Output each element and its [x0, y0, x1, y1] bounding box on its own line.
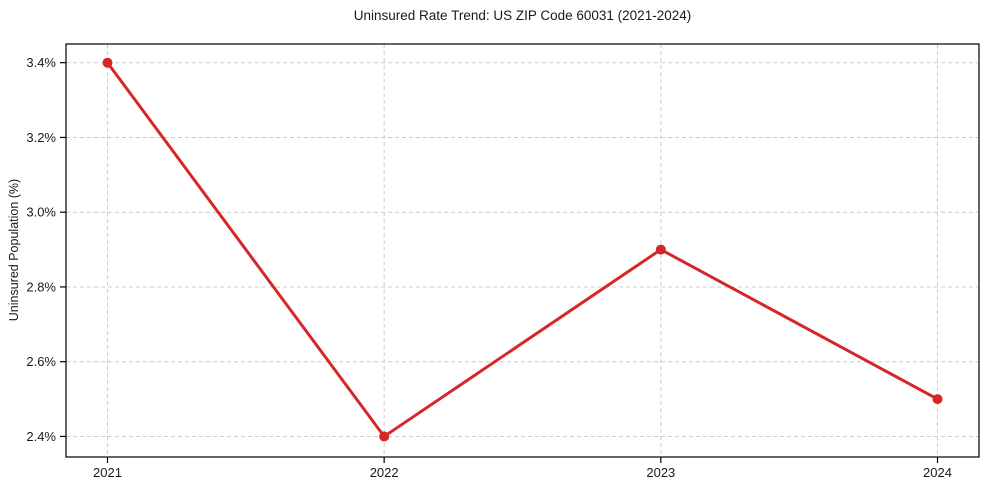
trend-line [106, 61, 939, 438]
y-tick-label: 2.4% [26, 429, 56, 444]
plot-border [65, 43, 980, 458]
chart-title: Uninsured Rate Trend: US ZIP Code 60031 … [353, 8, 692, 23]
y-tick-label: 3.4% [26, 55, 56, 70]
x-tick-label: 2022 [370, 465, 399, 480]
x-tick-label: 2024 [923, 465, 952, 480]
data-point [379, 431, 390, 442]
y-tick-label: 2.8% [26, 279, 56, 294]
data-point [102, 57, 113, 68]
data-point [655, 244, 666, 255]
data-point [932, 394, 943, 405]
x-tick-label: 2023 [646, 465, 675, 480]
x-tick-label: 2021 [93, 465, 122, 480]
y-tick-label: 3.0% [26, 205, 56, 220]
y-tick-label: 2.6% [26, 354, 56, 369]
y-tick-label: 3.2% [26, 130, 56, 145]
